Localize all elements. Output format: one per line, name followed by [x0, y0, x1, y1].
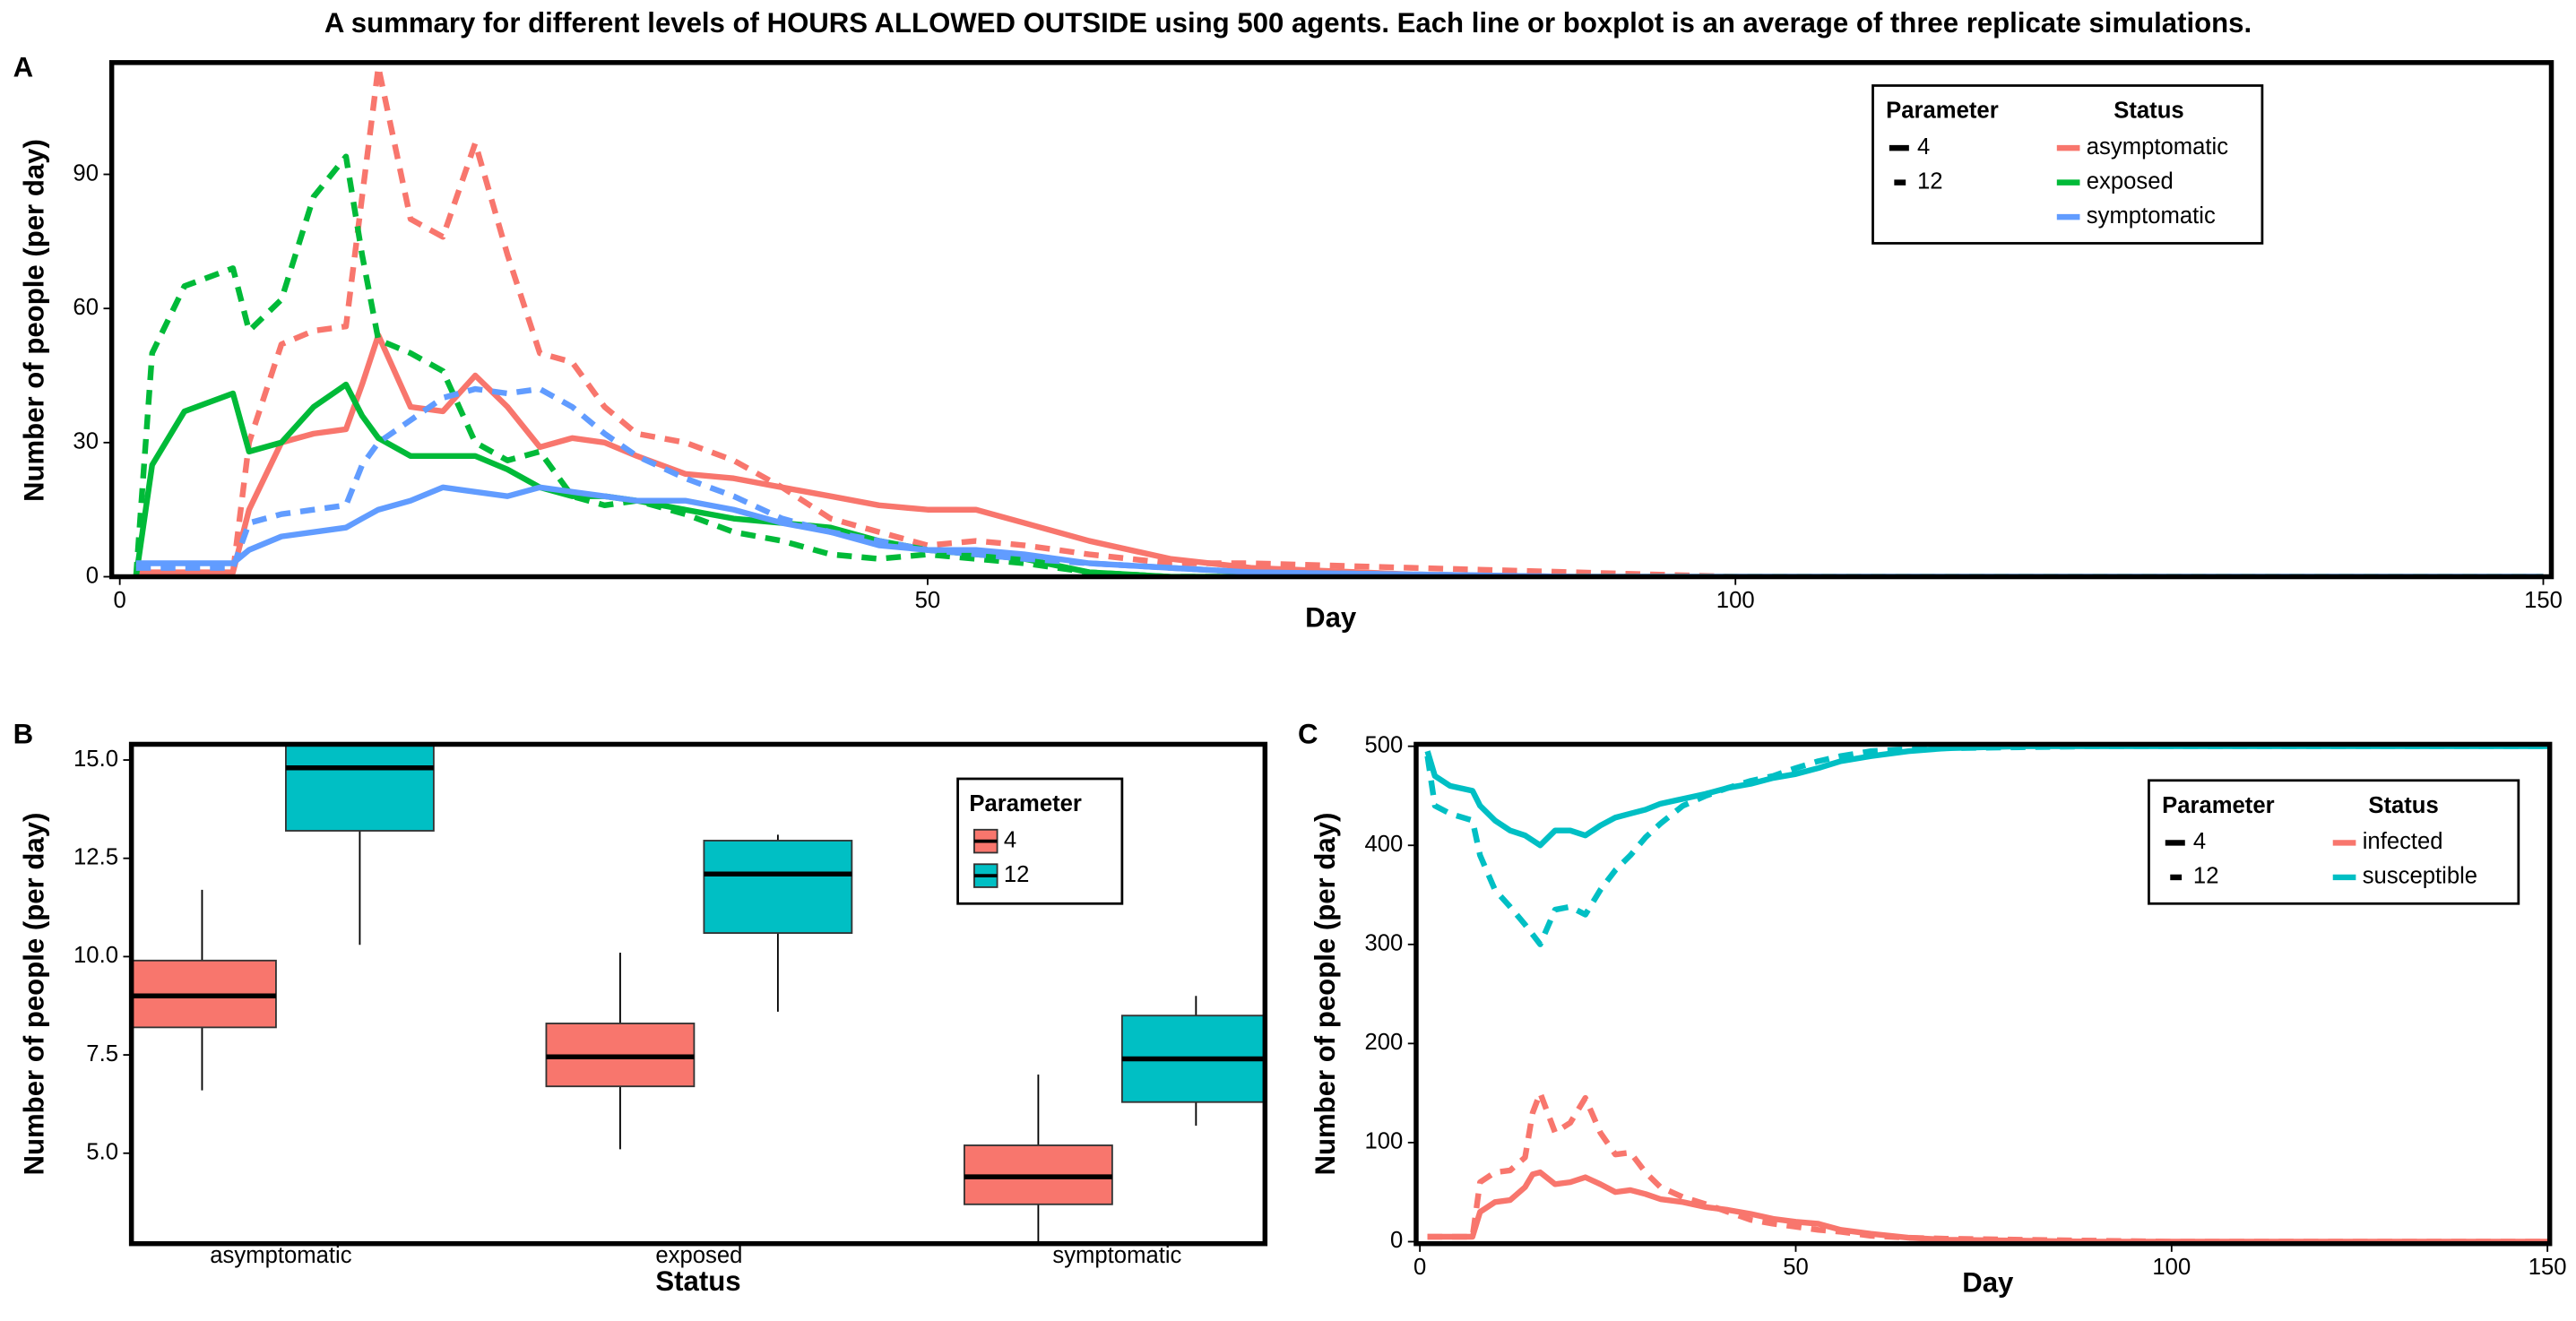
legend-box [2148, 779, 2520, 905]
legend-title: Parameter [969, 791, 1082, 816]
x-tick-label: symptomatic [1052, 1243, 1181, 1268]
legend-label: 4 [1917, 134, 1930, 160]
x-axis-title: Day [1962, 1267, 2014, 1299]
legend-title: Parameter [1886, 99, 1999, 124]
x-tick-label: 150 [2528, 1255, 2567, 1280]
legend-label: symptomatic [2087, 203, 2216, 229]
y-tick-label: 7.5 [86, 1041, 118, 1066]
legend-label: 12 [1917, 168, 1943, 194]
y-axis-title: Number of people (per day) [1310, 813, 1341, 1176]
x-tick-label: 150 [2524, 588, 2563, 613]
y-tick-label: 200 [1364, 1030, 1403, 1055]
y-tick-label: 15.0 [73, 747, 118, 772]
legend-label: susceptible [2363, 864, 2477, 889]
y-tick-label: 12.5 [73, 844, 118, 869]
legend-label: 4 [1004, 827, 1016, 852]
box [703, 840, 853, 934]
legend-title: Status [2114, 99, 2183, 124]
panel-label: B [13, 719, 34, 750]
x-tick-label: 50 [915, 588, 941, 613]
series-line [135, 332, 2544, 577]
y-tick-label: 10.0 [73, 943, 118, 968]
plot-border [1413, 741, 2553, 1247]
legend-title: Status [2368, 793, 2438, 818]
y-tick-label: 5.0 [86, 1140, 118, 1165]
legend-label: 12 [2193, 864, 2219, 889]
y-axis-title: Number of people (per day) [19, 139, 50, 502]
y-tick-label: 400 [1364, 832, 1403, 857]
x-tick-label: 100 [2152, 1255, 2191, 1280]
series-line [1424, 744, 2548, 849]
y-tick-label: 30 [73, 429, 99, 454]
legend-title: Parameter [2162, 793, 2275, 818]
y-tick-label: 90 [73, 160, 99, 186]
lines [133, 64, 2544, 577]
series-line [135, 385, 2544, 577]
plot-border [128, 741, 1268, 1247]
figure-title: A summary for different levels of HOURS … [324, 7, 2252, 39]
legend-label: exposed [2087, 168, 2174, 194]
plot-border [108, 60, 2554, 580]
boxes [131, 744, 1266, 1244]
x-tick-label: exposed [655, 1243, 742, 1268]
x-axis-title: Status [655, 1265, 740, 1297]
series-line [135, 64, 2544, 577]
x-tick-label: 0 [114, 588, 126, 613]
y-tick-label: 300 [1364, 931, 1403, 956]
legend-label: 4 [2193, 829, 2206, 854]
x-tick-label: 50 [1783, 1255, 1809, 1280]
series-line [1427, 1169, 2548, 1244]
panel: 0 30 60 90 A Number of people (per day) Day 0 50… [13, 51, 2563, 633]
panel: 5.0 7.5 10.0 12.5 15.0 B Number of people (per… [13, 719, 1268, 1297]
legend-label: asymptomatic [2087, 134, 2228, 160]
lines [1424, 744, 2548, 1244]
legend-label: infected [2363, 829, 2443, 854]
series-line [1427, 1090, 2548, 1244]
panel-label: A [13, 51, 34, 82]
x-axis-title: Day [1305, 601, 1357, 633]
x-tick-label: 100 [1716, 588, 1755, 613]
series-line [135, 484, 2544, 577]
series-line [133, 381, 2544, 577]
legend-label: 12 [1004, 862, 1030, 887]
box [285, 744, 435, 832]
y-tick-label: 0 [1390, 1228, 1403, 1253]
y-tick-label: 0 [86, 563, 99, 588]
y-tick-label: 60 [73, 295, 99, 320]
x-tick-label: 0 [1413, 1255, 1426, 1280]
series-line [1424, 744, 2548, 947]
y-axis-title: Number of people (per day) [19, 813, 50, 1176]
y-tick-label: 500 [1364, 732, 1403, 757]
y-tick-label: 100 [1364, 1129, 1403, 1154]
x-tick-label: asymptomatic [210, 1243, 351, 1268]
panel-label: C [1298, 719, 1318, 750]
